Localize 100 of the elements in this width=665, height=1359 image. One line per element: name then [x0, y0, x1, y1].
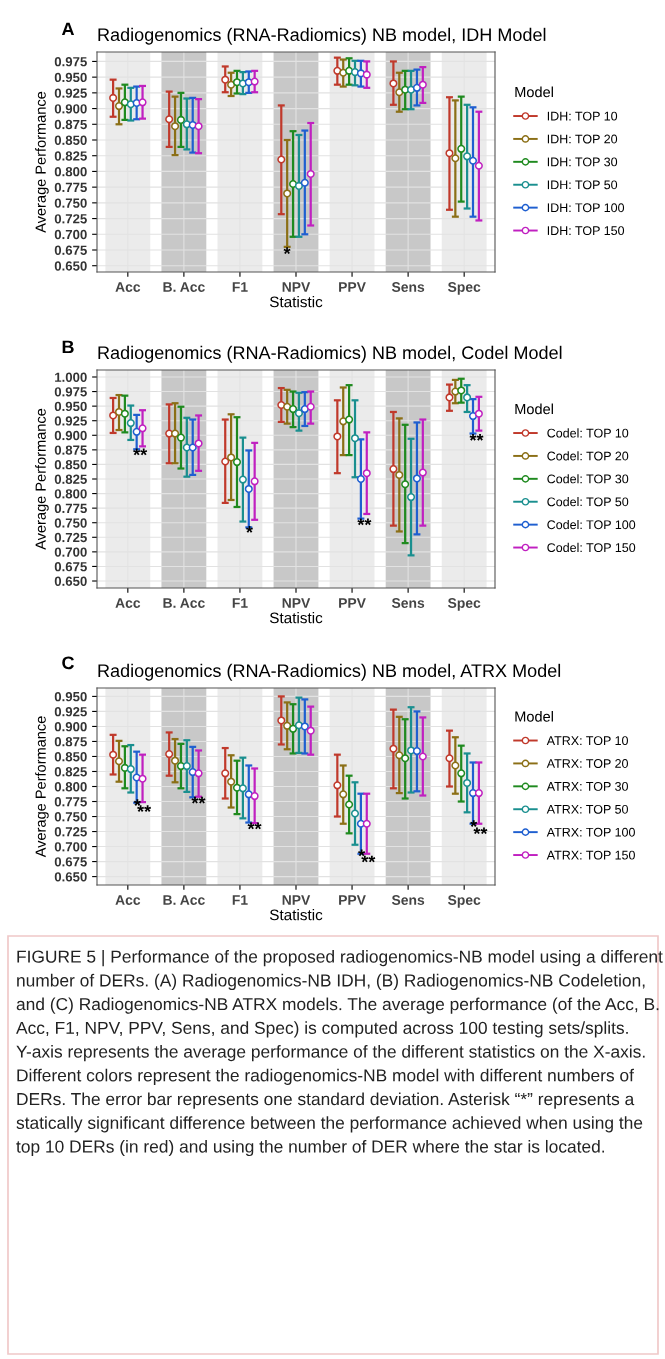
y-tick-label: 0.650 — [54, 576, 87, 586]
y-axis-title: Average Performance — [35, 716, 49, 858]
y-tick-label: 0.900 — [54, 722, 87, 732]
legend-label: Codel: TOP 50 — [547, 497, 629, 507]
y-tick-label: 0.800 — [54, 167, 87, 177]
x-tick-label: NPV — [282, 598, 311, 608]
y-tick-label: 0.900 — [54, 104, 87, 114]
y-tick-label: 0.875 — [54, 445, 87, 455]
x-tick-label: PPV — [339, 282, 366, 292]
x-tick-label: B. Acc — [163, 895, 205, 905]
y-tick-label: 0.900 — [54, 430, 87, 441]
legend-label: Codel: TOP 100 — [547, 519, 636, 530]
x-axis-title: Statistic — [269, 612, 323, 624]
legend-label: IDH: TOP 10 — [547, 111, 618, 121]
text: C — [62, 656, 75, 670]
annotation: * — [246, 526, 253, 533]
y-tick-label: 0.925 — [54, 88, 87, 98]
legend-label: IDH: TOP 30 — [547, 157, 618, 167]
y-tick-label: 0.775 — [54, 797, 87, 807]
x-tick-label: B. Acc — [163, 598, 205, 608]
legend-title: Model — [515, 403, 553, 415]
y-tick-label: 0.700 — [54, 229, 87, 240]
y-tick-label: 0.850 — [54, 460, 87, 470]
legend-label: ATRX: TOP 150 — [546, 850, 635, 860]
x-tick-label: Acc — [115, 598, 141, 608]
y-tick-label: 0.700 — [54, 842, 87, 852]
legend-label: ATRX: TOP 10 — [546, 736, 628, 746]
y-tick-label: 0.875 — [54, 737, 87, 747]
legend-label: ATRX: TOP 100 — [546, 827, 635, 837]
y-axis-title: Average Performance — [35, 91, 49, 233]
annotation: ** — [473, 827, 488, 835]
y-tick-label: 0.775 — [54, 182, 87, 193]
chart-title: Radiogenomics (RNA-Radiomics) NB model, IDH Model — [98, 27, 546, 45]
x-tick-label: Spec — [447, 282, 481, 295]
legend-label: ATRX: TOP 20 — [546, 759, 628, 768]
y-tick-label: 0.675 — [54, 245, 87, 255]
y-tick-label: 0.750 — [54, 198, 87, 208]
x-tick-label: Acc — [115, 895, 141, 905]
x-axis-title: Statistic — [269, 909, 323, 921]
x-tick-label: F1 — [232, 598, 248, 608]
legend-title: Model — [515, 711, 553, 722]
chart-title: Radiogenomics (RNA-Radiomics) NB model, ATRX Model — [98, 663, 561, 681]
chart-title: Radiogenomics (RNA-Radiomics) NB model, Codel Model — [98, 345, 562, 363]
annotation: ** — [191, 796, 206, 804]
annotation: * — [283, 247, 291, 254]
x-tick-label: NPV — [282, 895, 311, 905]
y-tick-label: 0.975 — [54, 57, 87, 67]
annotation: ** — [357, 518, 372, 526]
annotation: * — [133, 799, 141, 806]
legend-label: ATRX: TOP 30 — [546, 781, 628, 791]
legend-label: Codel: TOP 150 — [547, 542, 636, 553]
text: B — [62, 340, 74, 354]
y-tick-label: 0.700 — [54, 547, 87, 557]
y-tick-label: 0.825 — [54, 151, 87, 161]
x-tick-label: PPV — [339, 895, 366, 905]
x-tick-label: Sens — [391, 598, 425, 608]
legend-label: ATRX: TOP 50 — [546, 804, 628, 814]
y-tick-label: 0.650 — [54, 872, 87, 882]
x-tick-label: Sens — [391, 282, 425, 292]
y-tick-label: 0.650 — [54, 261, 87, 271]
x-tick-label: F1 — [232, 282, 248, 292]
legend-label: IDH: TOP 50 — [547, 180, 618, 190]
x-tick-label: NPV — [282, 282, 311, 292]
y-tick-label: 0.925 — [54, 706, 87, 717]
y-tick-label: 0.675 — [54, 562, 87, 572]
y-tick-label: 0.775 — [54, 503, 87, 514]
y-tick-label: 0.825 — [54, 474, 87, 484]
y-tick-label: 0.950 — [54, 72, 87, 83]
y-tick-label: 1.000 — [55, 372, 87, 382]
legend-label: Codel: TOP 20 — [547, 451, 629, 461]
legend-title: Model — [515, 86, 553, 98]
x-tick-label: Spec — [447, 895, 481, 908]
y-tick-label: 0.975 — [54, 387, 87, 397]
legend-label: Codel: TOP 30 — [547, 474, 629, 484]
annotation: ** — [361, 855, 376, 863]
x-tick-label: PPV — [339, 598, 366, 608]
y-tick-label: 0.725 — [54, 827, 87, 837]
x-axis-title: Statistic — [269, 296, 323, 308]
x-tick-label: Acc — [115, 282, 141, 292]
legend-label: IDH: TOP 150 — [547, 226, 625, 236]
y-tick-label: 0.925 — [54, 416, 87, 426]
y-tick-label: 0.950 — [54, 691, 87, 702]
y-axis-title: Average Performance — [35, 408, 49, 550]
y-tick-label: 0.850 — [54, 135, 87, 145]
y-tick-label: 0.725 — [54, 214, 87, 224]
y-tick-label: 0.950 — [54, 401, 87, 412]
y-tick-label: 0.675 — [54, 857, 87, 867]
y-tick-label: 0.725 — [54, 532, 87, 543]
text: FIGURE 5 | Performance of the proposed radiogenomics-NB model using a different number of DERs. (A) Radiogenomics-NB IDH, (B) Radiogenomics-NB Codeletion, and (C) Radiogenomics-NB ATRX models. The average performance (of the Acc, B. Acc, F1, NPV, PPV, Sens, and Spec) is computed across 100 testing sets/splits. Y-axis represents the average performance of the different statistics on the X-axis. Different colors represent the radiogenomics-NB model with different numbers of DERs. The error bar represents one standard deviation. Asterisk “*” represents a statically significant difference between the performance achieved when using the top 10 DERs (in red) and using the number of DER where the star is located. — [16, 950, 663, 1157]
x-tick-label: Spec — [447, 598, 481, 611]
x-tick-label: B. Acc — [163, 282, 205, 292]
y-tick-label: 0.800 — [54, 489, 87, 499]
y-tick-label: 0.750 — [54, 812, 87, 822]
y-tick-label: 0.875 — [54, 119, 87, 130]
annotation: ** — [137, 805, 152, 812]
y-tick-label: 0.800 — [54, 782, 87, 792]
y-tick-label: 0.750 — [54, 518, 87, 528]
annotation: * — [358, 849, 366, 857]
legend-label: Codel: TOP 10 — [547, 428, 629, 438]
legend-label: IDH: TOP 100 — [547, 203, 625, 213]
